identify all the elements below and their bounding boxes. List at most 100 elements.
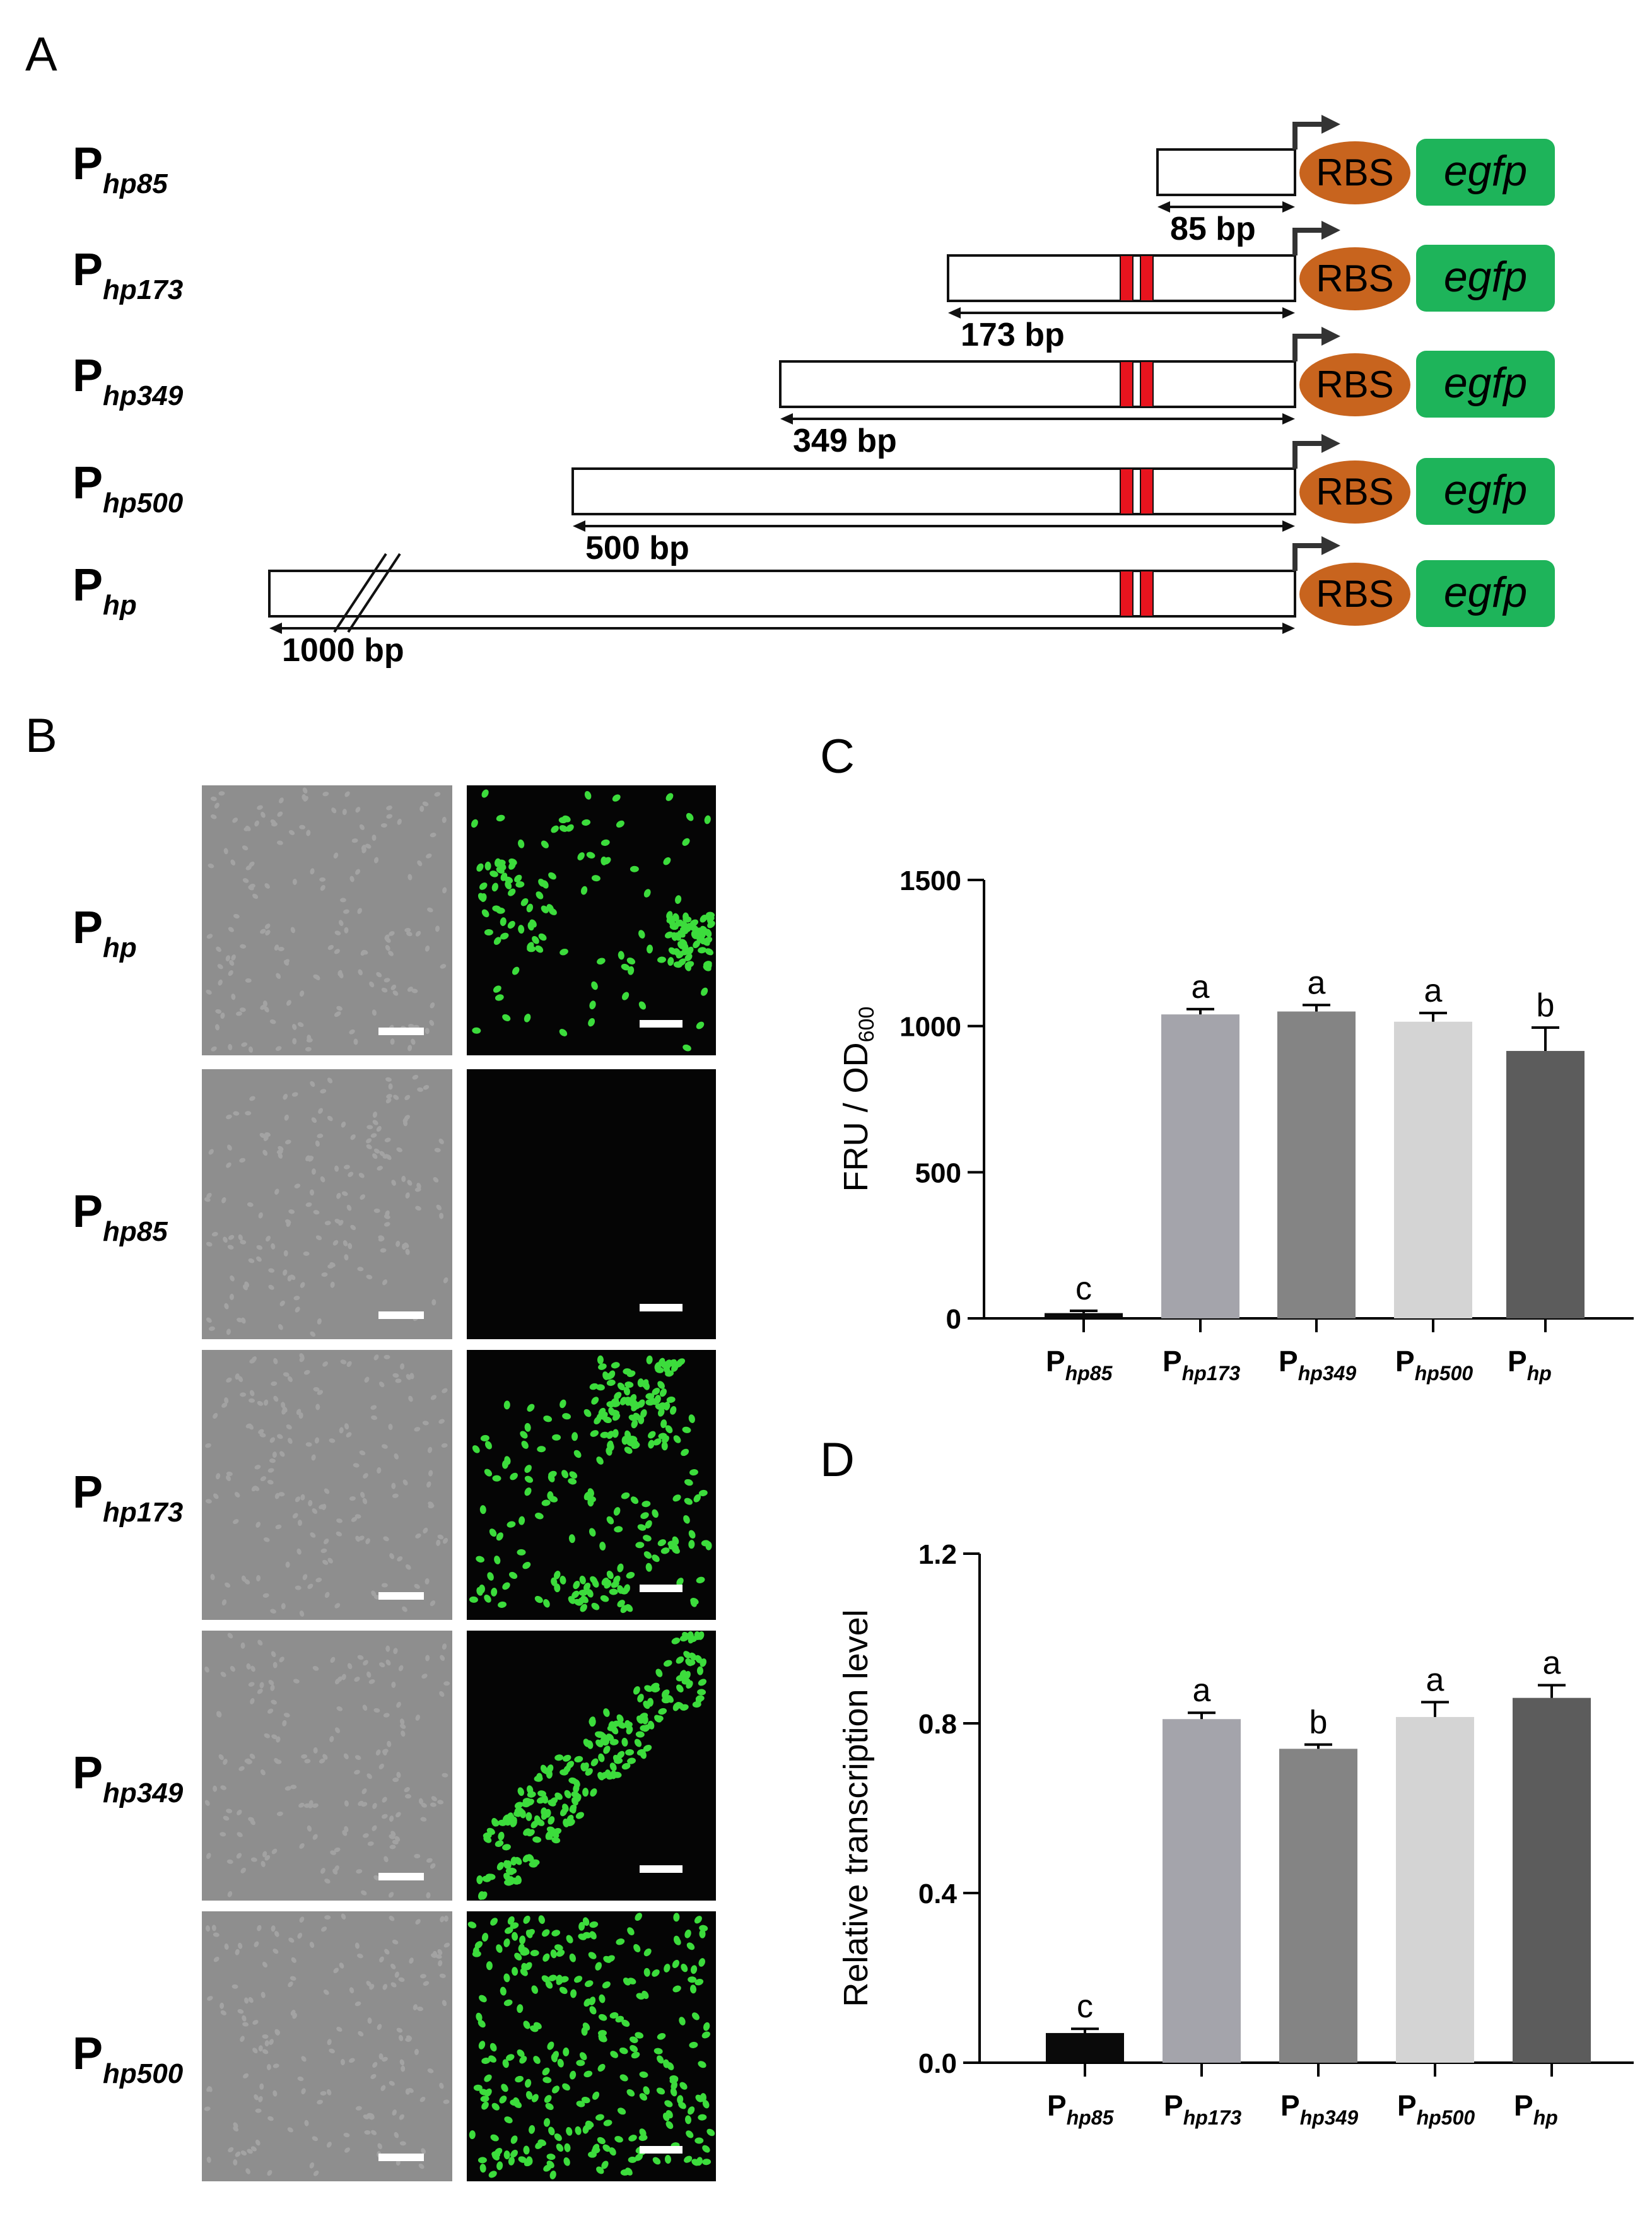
microscopy-hp500-fluor-cell (489, 2043, 497, 2052)
microscopy-hp500-fluor-cell (557, 2058, 564, 2068)
microscopy-hp500-fluor-cell (515, 2075, 524, 2083)
microscopy-hp173-fluor-cell (646, 1355, 653, 1364)
microscopy-hp85-bf-cell (346, 1204, 352, 1211)
microscopy-hp500-bf-cell (378, 2053, 384, 2060)
microscopy-hp500-bf-cell (389, 2080, 395, 2086)
microscopy-hp-bf-cell (245, 978, 252, 983)
microscopy-hp173-bf-cell (260, 1476, 266, 1482)
microscopy-hp-bf-cell (349, 1029, 355, 1035)
microscopy-hp173-bf-cell (384, 1354, 390, 1359)
microscopy-hp500-fluor-cell (609, 2147, 616, 2156)
construct-hp-break-1 (333, 553, 387, 633)
microscopy-hp500-bf-cell (269, 2039, 274, 2045)
microscopy-hp500-fluor-cell (488, 2171, 497, 2178)
x-tick-label-hp: Php (1508, 1345, 1552, 1385)
microscopy-hp85-bf-cell (320, 1176, 325, 1183)
construct-hp500-label-subscript: hp500 (103, 488, 184, 519)
microscopy-hp500-fluor-cell (643, 2086, 650, 2095)
microscopy-hp349-bf-cell (356, 1869, 363, 1874)
construct-hp500-label: Php500 (73, 458, 184, 519)
microscopy-hp-bf-cell (385, 944, 390, 951)
microscopy-hp500-bf-cell (406, 2035, 413, 2041)
microscopy-hp85-bf-cell (229, 1293, 234, 1300)
microscopy-hp173-fluor-cell (676, 1358, 686, 1366)
microscopy-hp500-fluor-cell (639, 2071, 648, 2078)
microscopy-hp173-fluor-cell (608, 1370, 616, 1379)
microscopy-hp-fluor-cell (527, 942, 534, 951)
microscopy-hp173-bf-cell (205, 1443, 211, 1448)
construct-hp-break-2 (347, 553, 401, 633)
microscopy-hp500-fluor-cell (481, 2101, 489, 2110)
microscopy-hp349-fluor-cell (534, 1775, 543, 1782)
microscopy-hp173-bf-cell (210, 1574, 215, 1581)
microscopy-hp-fluor-cell (481, 909, 489, 918)
significance-letter-hp173: a (1192, 969, 1210, 1005)
microscopy-hp85-bf-cell (372, 1153, 378, 1159)
microscopy-hp349-fluor-cell (611, 1726, 619, 1735)
microscopy-hp173-bf-cell (426, 1481, 431, 1488)
microscopy-hp173-fluor-cell (620, 1605, 628, 1614)
microscopy-hp173-bf-cell (295, 1585, 302, 1590)
microscopy-hp173-bf-cell (240, 1392, 247, 1397)
microscopy-hp500-fluor-cell (690, 1965, 698, 1974)
construct-hp-length-arrow-left (269, 623, 282, 634)
microscopy-hp349-fluor-cell (603, 1745, 611, 1754)
microscopy-hp173-bf-cell (285, 1561, 290, 1568)
microscopy-hp500-fluor-cell (673, 1913, 680, 1922)
microscopy-hp349-bf-cell (414, 1853, 421, 1858)
microscopy-hp173-fluor-cell (541, 1499, 551, 1506)
microscopy-hp349-bf-cell (324, 1879, 331, 1884)
microscopy-hp173-bf-cell (226, 1471, 233, 1476)
construct-hp349-gene-box (1416, 351, 1555, 418)
microscopy-hp349-bf-cell (259, 1682, 264, 1689)
microscopy-hp349-bf-cell (271, 1848, 278, 1855)
microscopy-hp173-fluor-cell (672, 1494, 681, 1502)
microscopy-hp85-bf-cell (384, 1137, 391, 1142)
microscopy-hp173-bf-cell (305, 1442, 312, 1447)
microscopy-hp349-fluor-cell (525, 1798, 534, 1806)
microscopy-hp349-fluor-cell (573, 1779, 580, 1788)
microscopy-hp173-label-subscript: hp173 (103, 1497, 183, 1528)
microscopy-hp-fluor-cell (696, 1021, 705, 1029)
microscopy-hp-fluor-cell (703, 964, 712, 971)
microscopy-hp-fluor-cell (705, 948, 713, 956)
microscopy-hp500-fluor-cell (526, 2156, 533, 2166)
microscopy-hp349-bf-cell (226, 1859, 233, 1864)
microscopy-hp500-fluor-cell (643, 1967, 650, 1977)
microscopy-hp500-bf-cell (443, 1942, 450, 1948)
microscopy-hp173-fluorescence-image (467, 1350, 716, 1620)
microscopy-hp349-fluor-cell (609, 1762, 617, 1771)
microscopy-hp349-bf-cell (204, 1666, 209, 1673)
microscopy-hp500-fluor-cell (552, 2051, 559, 2060)
construct-hp173-length-label: 173 bp (961, 317, 1065, 353)
microscopy-hp-bf-cell (223, 848, 228, 855)
microscopy-hp500-fluor-cell (496, 1944, 503, 1953)
construct-hp85-label: Php85 (73, 139, 168, 199)
microscopy-hp173-fluor-cell (611, 1400, 621, 1407)
microscopy-hp-bf-cell (390, 1038, 395, 1045)
microscopy-hp173-fluor-cell (653, 1438, 662, 1446)
microscopy-hp-fluor-cell (492, 905, 501, 912)
microscopy-hp500-bf-cell (271, 1925, 276, 1932)
microscopy-hp349-fluor-cell (571, 1797, 578, 1806)
microscopy-hp-bf-cell (440, 964, 447, 969)
microscopy-hp349-fluor-cell (511, 1877, 520, 1885)
construct-hp-rbs-label: RBS (1316, 573, 1393, 615)
microscopy-hp349-bf-cell (298, 1802, 305, 1808)
microscopy-hp500-bf-cell (252, 2020, 259, 2025)
microscopy-hp349-bf-cell (373, 1708, 380, 1713)
microscopy-hp500-fluor-cell (554, 1944, 563, 1951)
microscopy-hp173-bf-cell (423, 1527, 428, 1533)
microscopy-hp500-fluor-cell (473, 2084, 483, 2091)
x-tick-label-hp500-letter: P (1395, 1345, 1415, 1378)
microscopy-hp-bf-cell (306, 830, 311, 836)
microscopy-hp173-bf-cell (402, 1479, 408, 1486)
microscopy-hp349-bf-cell (240, 1867, 246, 1873)
microscopy-hp500-fluor-cell (556, 1974, 563, 1984)
microscopy-hp500-fluor-cell (698, 2114, 707, 2121)
microscopy-hp-bf-cell (408, 1024, 415, 1029)
microscopy-hp500-fluor-cell (700, 2093, 706, 2102)
microscopy-hp173-fluor-cell (597, 1355, 604, 1364)
microscopy-hp500-label: Php500 (73, 2029, 184, 2089)
microscopy-hp173-fluor-cell (643, 1551, 652, 1559)
